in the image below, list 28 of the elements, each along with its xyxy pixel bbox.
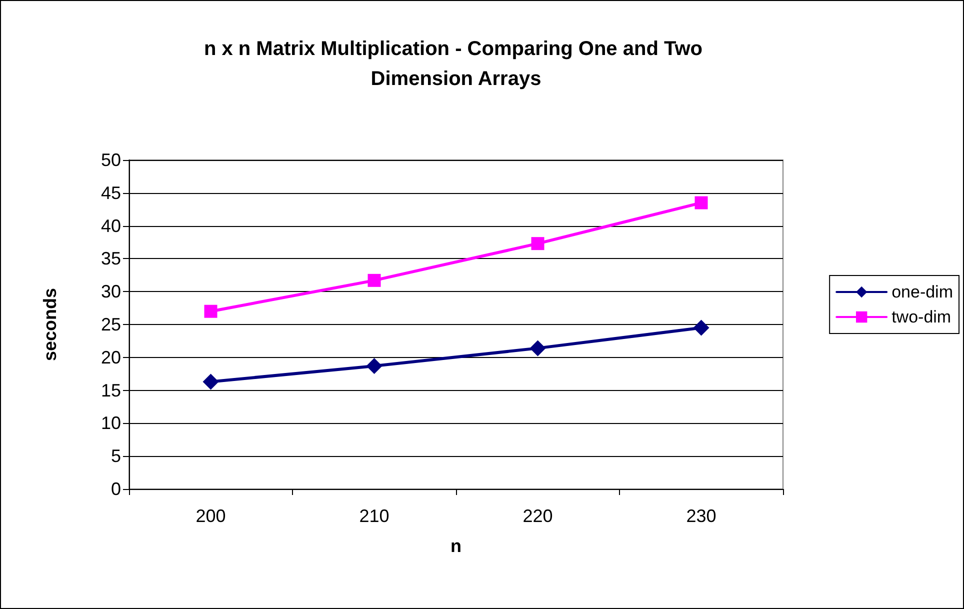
y-tick-label: 20 xyxy=(100,347,121,368)
point xyxy=(366,358,382,374)
x-tick-label: 210 xyxy=(359,506,390,526)
x-tick-label: 200 xyxy=(196,506,226,526)
y-tick-label: 25 xyxy=(100,314,121,334)
y-tick-label: 35 xyxy=(100,248,121,269)
legend-label: two-dim xyxy=(892,308,952,326)
y-axis-title: seconds xyxy=(40,288,60,362)
point xyxy=(530,340,546,356)
y-tick-label: 30 xyxy=(100,282,121,302)
point xyxy=(204,304,218,318)
point xyxy=(531,237,544,250)
point xyxy=(202,374,219,390)
y-tick-label: 45 xyxy=(100,182,121,203)
chart-title: n x n Matrix Multiplication - Comparing One and Two Dimension Arrays xyxy=(204,38,708,90)
y-tick-label: 40 xyxy=(100,216,121,236)
y-tick-label: 0 xyxy=(110,479,121,499)
point xyxy=(693,320,710,336)
legend-label: one-dim xyxy=(892,282,954,302)
point xyxy=(694,196,708,210)
x-tick-label: 220 xyxy=(522,506,553,526)
y-tick-label: 15 xyxy=(100,380,121,400)
y-tick-label: 50 xyxy=(100,150,121,170)
point xyxy=(368,274,381,287)
x-axis-title: n xyxy=(450,536,462,556)
y-tick-label: 10 xyxy=(100,413,121,434)
y-tick-label: 5 xyxy=(110,446,121,466)
x-tick-label: 230 xyxy=(686,506,716,526)
